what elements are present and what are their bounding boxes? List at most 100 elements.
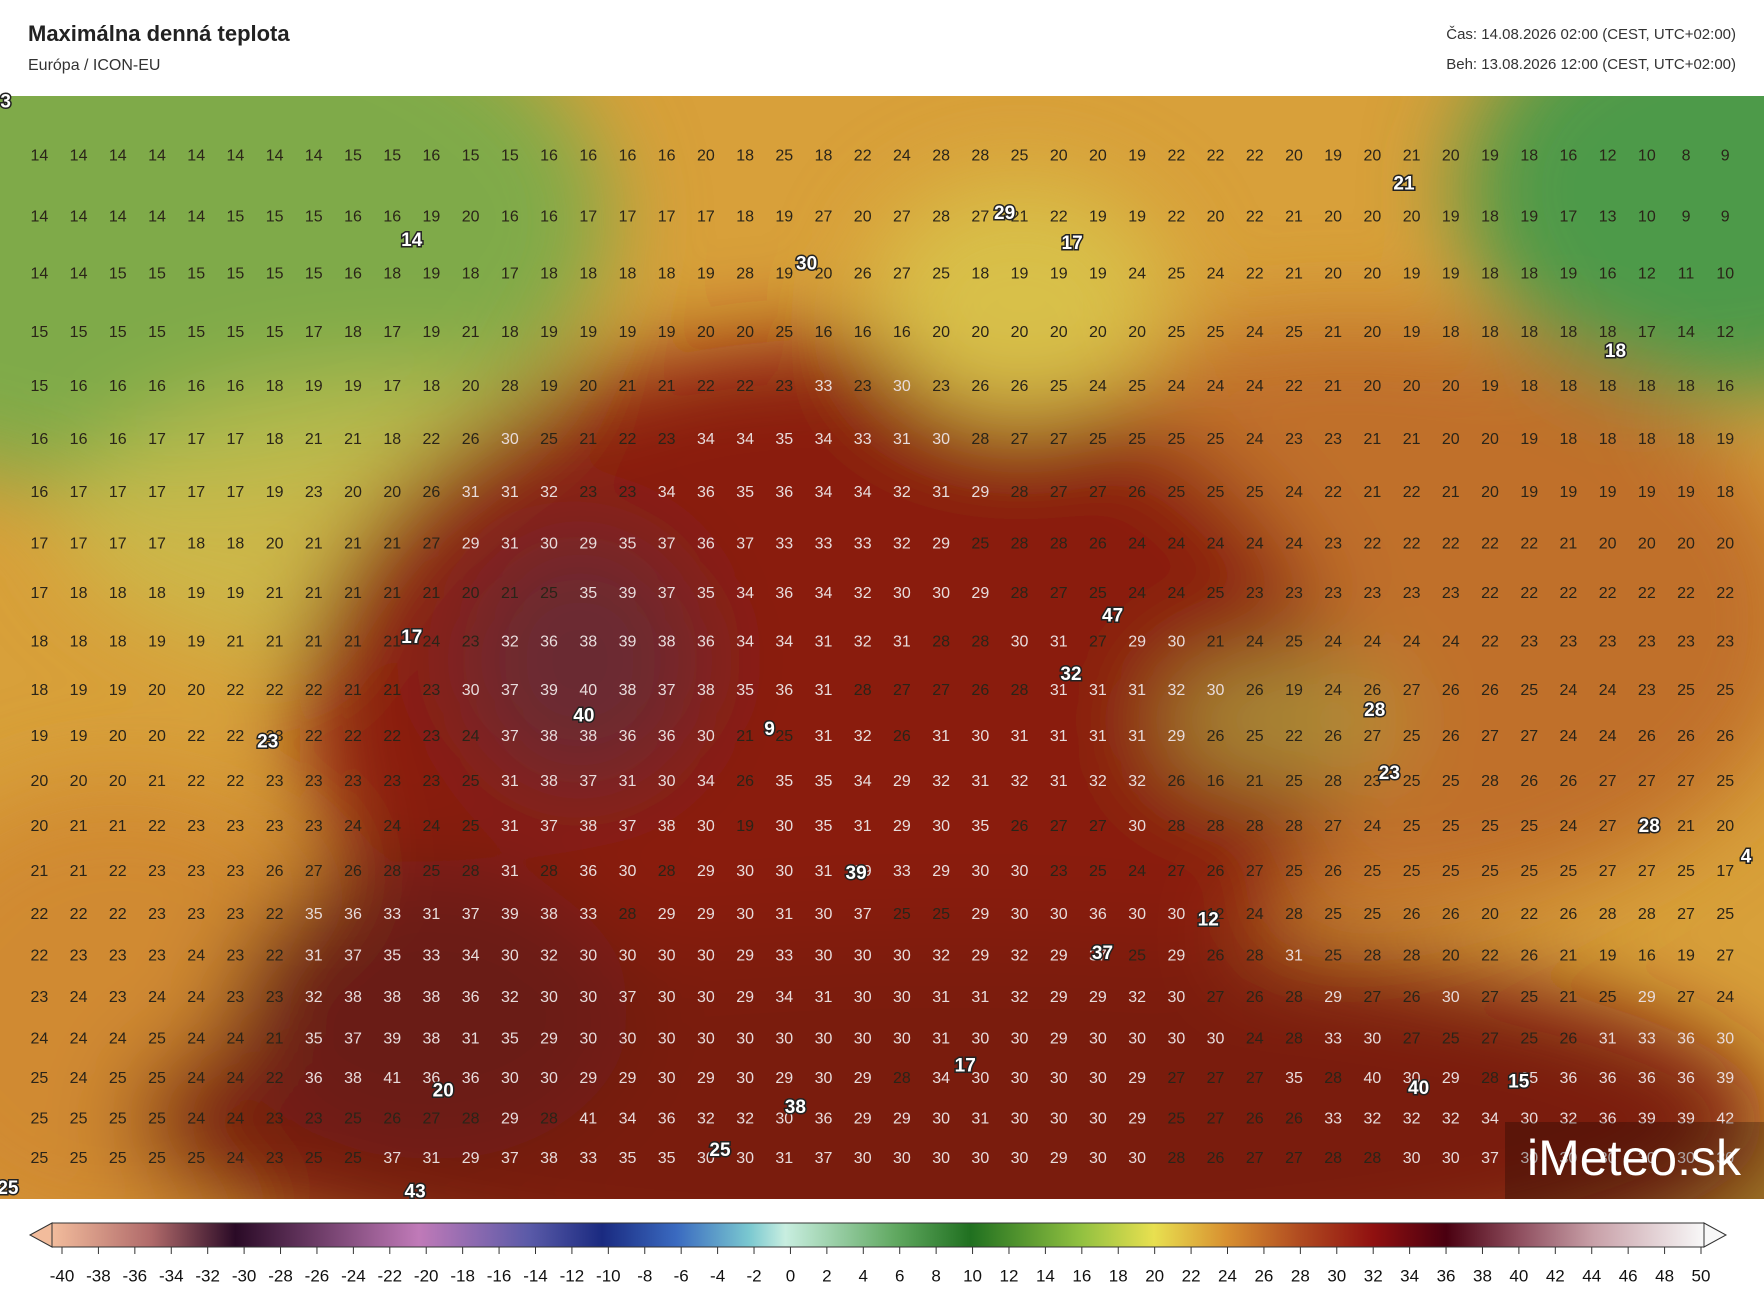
grid-value: 29 — [1167, 947, 1185, 964]
grid-value: 31 — [462, 1031, 480, 1048]
grid-value: 25 — [148, 1070, 166, 1087]
grid-value: 17 — [501, 266, 519, 283]
grid-value: 15 — [227, 266, 245, 283]
grid-value: 16 — [1207, 773, 1225, 790]
grid-value: 20 — [1403, 378, 1421, 395]
grid-value: 22 — [1638, 585, 1656, 602]
grid-value: 38 — [579, 728, 597, 745]
grid-value: 24 — [1128, 863, 1146, 880]
colorbar-label: -18 — [450, 1266, 475, 1285]
grid-value: 23 — [148, 947, 166, 964]
grid-value: 36 — [540, 634, 558, 651]
grid-value: 28 — [971, 634, 989, 651]
grid-value: 33 — [579, 906, 597, 923]
grid-value: 23 — [1560, 634, 1578, 651]
highlight-label: 38 — [785, 1097, 806, 1118]
grid-value: 23 — [423, 682, 441, 699]
grid-value: 36 — [775, 682, 793, 699]
grid-value: 40 — [579, 682, 597, 699]
grid-value: 22 — [697, 378, 715, 395]
grid-value: 35 — [1285, 1070, 1303, 1087]
grid-value: 25 — [148, 1150, 166, 1167]
grid-value: 34 — [736, 431, 754, 448]
grid-value: 18 — [1520, 266, 1538, 283]
grid-value: 34 — [462, 947, 480, 964]
colorbar-label: 24 — [1218, 1266, 1237, 1285]
grid-value: 30 — [462, 682, 480, 699]
grid-value: 23 — [227, 989, 245, 1006]
grid-value: 30 — [932, 1111, 950, 1128]
grid-value: 14 — [70, 148, 88, 165]
grid-value: 20 — [109, 728, 127, 745]
grid-value: 33 — [893, 863, 911, 880]
grid-value: 28 — [1285, 1031, 1303, 1048]
grid-value: 39 — [1677, 1111, 1695, 1128]
grid-value: 28 — [1167, 1150, 1185, 1167]
colorbar-label: -34 — [159, 1266, 184, 1285]
grid-value: 29 — [619, 1070, 637, 1087]
grid-value: 16 — [30, 484, 48, 501]
grid-value: 27 — [1520, 728, 1538, 745]
grid-value: 16 — [893, 324, 911, 341]
grid-value: 30 — [736, 1070, 754, 1087]
grid-value: 31 — [305, 947, 323, 964]
grid-value: 30 — [854, 989, 872, 1006]
grid-value: 30 — [971, 1150, 989, 1167]
grid-value: 18 — [462, 266, 480, 283]
grid-value: 19 — [1560, 484, 1578, 501]
grid-value: 28 — [1011, 682, 1029, 699]
grid-value: 35 — [619, 1150, 637, 1167]
grid-value: 21 — [501, 585, 519, 602]
grid-value: 18 — [1716, 484, 1734, 501]
grid-value: 27 — [1207, 1070, 1225, 1087]
grid-value: 26 — [1207, 947, 1225, 964]
grid-value: 20 — [1089, 148, 1107, 165]
grid-value: 18 — [423, 378, 441, 395]
grid-value: 40 — [1363, 1070, 1381, 1087]
colorbar-label: 4 — [859, 1266, 868, 1285]
grid-value: 17 — [70, 484, 88, 501]
grid-value: 22 — [109, 906, 127, 923]
grid-value: 37 — [540, 818, 558, 835]
grid-value: 25 — [1167, 1111, 1185, 1128]
grid-value: 29 — [932, 863, 950, 880]
grid-value: 24 — [1403, 634, 1421, 651]
grid-value: 22 — [1324, 484, 1342, 501]
grid-value: 21 — [70, 863, 88, 880]
grid-value: 30 — [854, 1150, 872, 1167]
grid-value: 21 — [1285, 208, 1303, 225]
grid-value: 27 — [1638, 773, 1656, 790]
grid-value: 16 — [70, 431, 88, 448]
grid-value: 21 — [148, 773, 166, 790]
grid-value: 13 — [1599, 208, 1617, 225]
grid-value: 18 — [1638, 378, 1656, 395]
grid-value: 25 — [305, 1150, 323, 1167]
grid-value: 26 — [1246, 682, 1264, 699]
grid-value: 25 — [1403, 728, 1421, 745]
grid-value: 24 — [344, 818, 362, 835]
grid-value: 26 — [1520, 773, 1538, 790]
grid-value: 19 — [266, 484, 284, 501]
grid-value: 18 — [266, 378, 284, 395]
grid-value: 20 — [266, 536, 284, 553]
grid-value: 24 — [187, 1111, 205, 1128]
grid-value: 26 — [1442, 728, 1460, 745]
grid-value: 21 — [658, 378, 676, 395]
grid-value: 19 — [1442, 266, 1460, 283]
grid-value: 24 — [1089, 378, 1107, 395]
grid-value: 20 — [1481, 484, 1499, 501]
colorbar-ticks: -40 -38 -36 -34 -32 -30 -28 -26 -24 -22 -20 -18 -16-… — [50, 1247, 1710, 1285]
grid-value: 9 — [1682, 208, 1691, 225]
grid-value: 20 — [971, 324, 989, 341]
grid-value: 36 — [423, 1070, 441, 1087]
grid-value: 19 — [540, 324, 558, 341]
highlight-label: 17 — [401, 627, 422, 648]
grid-value: 20 — [1050, 148, 1068, 165]
grid-value: 30 — [1050, 906, 1068, 923]
grid-value: 28 — [971, 148, 989, 165]
grid-value: 27 — [1638, 863, 1656, 880]
grid-value: 19 — [1128, 208, 1146, 225]
grid-value: 19 — [1324, 148, 1342, 165]
